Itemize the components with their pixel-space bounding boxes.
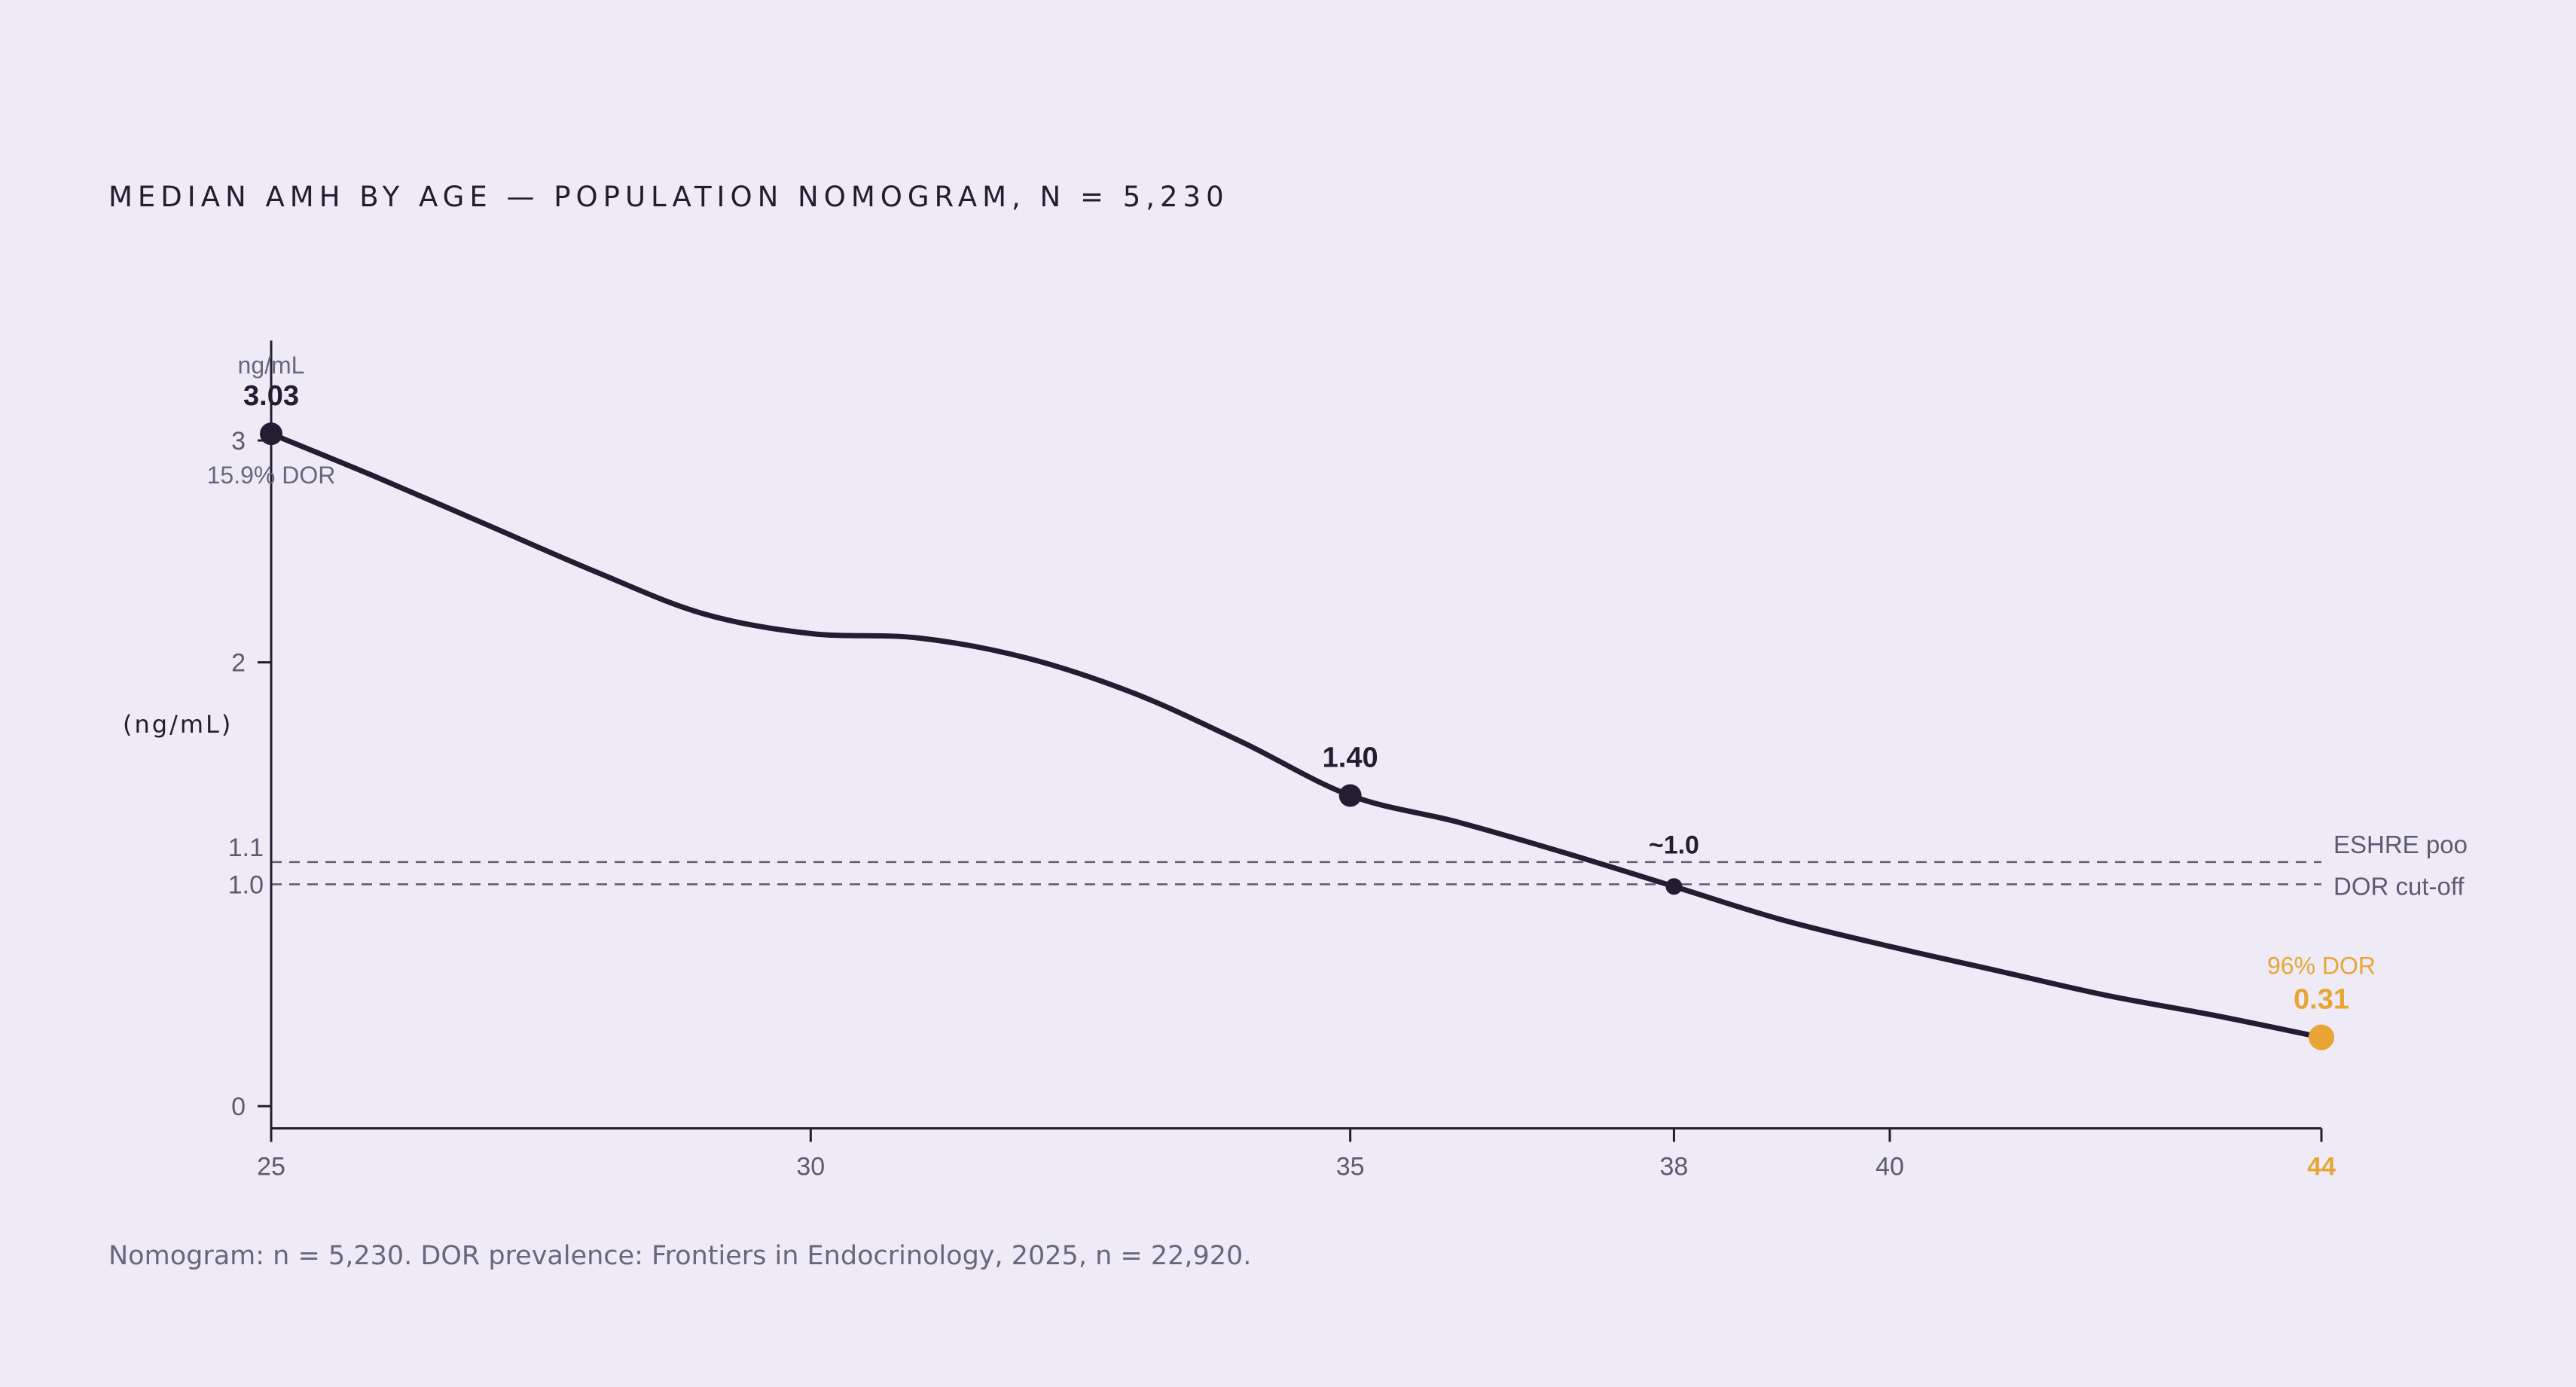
x-tick-label: 30 [796, 1152, 825, 1181]
data-point-marker [1665, 878, 1683, 895]
y-tick-label: 0 [231, 1093, 246, 1121]
reference-label: DOR cut-off [2333, 872, 2465, 900]
axes: 0 1.0 1.1 2 3 25 30 35 38 40 44 (ng/mL) [123, 340, 2336, 1181]
y-tick-label: 2 [231, 649, 246, 678]
series-line-path [268, 431, 2324, 1041]
data-label: 0.31 [2294, 984, 2349, 1016]
data-label: 1.40 [1323, 742, 1378, 773]
data-sublabel: 15.9% DOR [207, 462, 336, 489]
data-label: 3.03 [243, 380, 299, 412]
data-sublabel: 96% DOR [2267, 953, 2376, 980]
data-point-marker [260, 422, 282, 446]
reference-lines: ESHRE poo DOR cut-off [271, 831, 2468, 900]
y-tick-label: 1.1 [228, 834, 264, 862]
reference-label: ESHRE poo [2333, 831, 2468, 858]
x-tick-label: 25 [257, 1152, 285, 1181]
data-point-marker [1338, 784, 1362, 807]
data-point-marker [2309, 1024, 2334, 1050]
chart-title: MEDIAN AMH BY AGE — POPULATION NOMOGRAM,… [108, 181, 1229, 213]
x-tick-label: 35 [1336, 1152, 1365, 1181]
y-axis-label: (ng/mL) [123, 710, 233, 739]
y-tick-label: 1.0 [228, 870, 264, 899]
series-line [268, 431, 2324, 1041]
y-tick-label: 3 [231, 427, 246, 456]
data-label: ~1.0 [1649, 831, 1699, 859]
source-note: Nomogram: n = 5,230. DOR prevalence: Fro… [108, 1241, 1252, 1271]
x-tick-label: 40 [1876, 1152, 1904, 1181]
x-tick-label: 44 [2307, 1152, 2336, 1181]
y-unit-label: ng/mL [238, 352, 305, 379]
x-tick-label: 38 [1660, 1152, 1689, 1181]
